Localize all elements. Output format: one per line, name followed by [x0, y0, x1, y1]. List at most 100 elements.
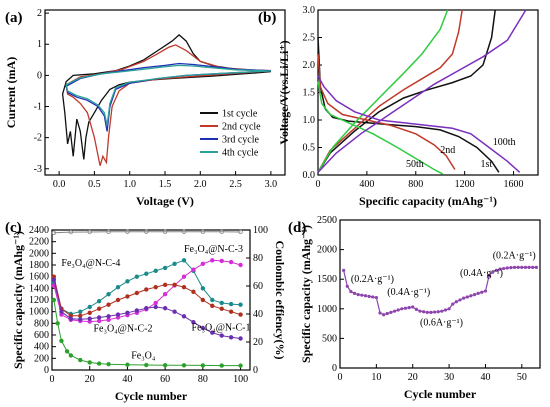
series-point [162, 305, 168, 311]
y-tick-label: -1 [34, 102, 42, 113]
rate-point [360, 293, 364, 297]
rate-point [403, 306, 408, 310]
series-point [210, 297, 215, 303]
y-axis-title: Current (mA) [4, 57, 18, 128]
x-tick-label: 0 [338, 372, 343, 383]
y-tick-label: 2 [37, 8, 42, 19]
panel-tag: (d) [288, 220, 306, 236]
rate-point [498, 267, 502, 271]
series-point [134, 308, 140, 313]
rate-point [440, 309, 444, 313]
rate-point [418, 309, 422, 313]
rate-point [505, 266, 509, 270]
curve-annotation: 100th [493, 137, 516, 148]
x-tick-label: 400 [359, 179, 374, 190]
rate-point [469, 294, 473, 298]
rate-annotation: (0.6A·g⁻¹) [420, 317, 463, 328]
y-tick-label: 500 [322, 333, 337, 344]
series-point [96, 315, 102, 320]
rate-point [425, 310, 429, 314]
y-tick-label: 200 [34, 353, 49, 364]
rate-point [345, 284, 349, 288]
rate-point [527, 265, 531, 269]
discharge-curve [317, 75, 521, 173]
series-point [162, 282, 168, 288]
series-point [228, 309, 234, 314]
series-point [96, 361, 102, 366]
series-point [87, 229, 92, 235]
y-tick-label: -3 [34, 164, 42, 175]
y-tick-label: 0 [332, 363, 337, 374]
series-point [51, 297, 57, 303]
rate-point [516, 265, 520, 269]
panel-tag: (a) [5, 10, 23, 26]
rate-point [483, 289, 488, 293]
series-point [219, 333, 224, 338]
legend-label: 2nd cycle [222, 122, 261, 133]
series-point [125, 362, 130, 367]
x-tick-label: 1200 [455, 179, 475, 190]
panel-tag: (b) [258, 10, 276, 26]
x-tick-label: 40 [480, 372, 490, 383]
series-point [96, 306, 102, 311]
y-tick-label: 800 [34, 318, 49, 329]
y-tick-label: 1.5 [303, 88, 316, 99]
rate-point [378, 311, 382, 315]
rate-point [472, 292, 477, 297]
series-point [162, 291, 168, 297]
series-point [200, 325, 206, 331]
charge-curve [317, 9, 463, 173]
rate-point [411, 305, 415, 309]
x-tick-label: 10 [371, 372, 381, 383]
y-tick-label: 600 [34, 330, 49, 341]
plot-frame [339, 219, 541, 369]
rate-point [356, 292, 360, 297]
series-point [181, 314, 187, 319]
series-point [87, 316, 92, 321]
series-annotation: Fe₃O₄@N-C-2 [93, 324, 152, 335]
y-tick-label: 3.0 [303, 5, 316, 16]
x-tick-label: 3.0 [265, 179, 278, 190]
series-point [125, 294, 130, 299]
series-point [144, 287, 149, 292]
panel-a-cyclic-voltammetry: (a) 0.0 0.5 1.0 1.5 2.0 2.5 3.0 -3 -2 -1 0 1 2 Voltage… [4, 8, 286, 208]
series-point [228, 335, 234, 340]
series-point [172, 309, 177, 314]
x-tick-label: 2.0 [194, 179, 207, 190]
curve-annotation: 1st [481, 159, 493, 170]
series-point [64, 349, 70, 354]
rate-point [531, 265, 535, 269]
rate-point [371, 295, 375, 299]
y-tick-label: 400 [34, 342, 49, 353]
rate-point [458, 298, 462, 302]
y-tick-label: -2 [34, 133, 42, 144]
series-point [219, 258, 224, 264]
series-point [200, 261, 206, 267]
y-tick-label: 2000 [29, 248, 49, 259]
y-tick-label: 1000 [317, 304, 337, 315]
rate-annotation: (0.2A·g⁻¹) [493, 250, 536, 261]
series-point [51, 277, 57, 282]
rate-point [509, 266, 513, 270]
rate-point [349, 290, 353, 294]
series-point [181, 258, 187, 263]
series-point [162, 265, 168, 271]
y-tick-label: 1200 [29, 295, 49, 306]
series-point [181, 284, 187, 290]
y2-tick-label: 80 [253, 253, 263, 264]
rate-point [454, 300, 458, 304]
x-tick-label: 1.0 [123, 179, 136, 190]
rate-annotation: (0.2A·g⁻¹) [351, 274, 394, 285]
rate-point [352, 291, 357, 296]
y2-tick-label: 100 [253, 225, 268, 236]
y2-tick-label: 40 [253, 309, 263, 320]
series-point [144, 229, 149, 234]
series-point [219, 300, 224, 306]
y-axis-title: Specific capacity (mAhg⁻¹) [299, 225, 313, 363]
x-tick-label: 80 [198, 374, 208, 385]
series-point [134, 274, 140, 279]
series-point [106, 291, 111, 297]
series-point [162, 229, 168, 234]
rate-point [447, 307, 451, 311]
series-point [162, 363, 168, 368]
